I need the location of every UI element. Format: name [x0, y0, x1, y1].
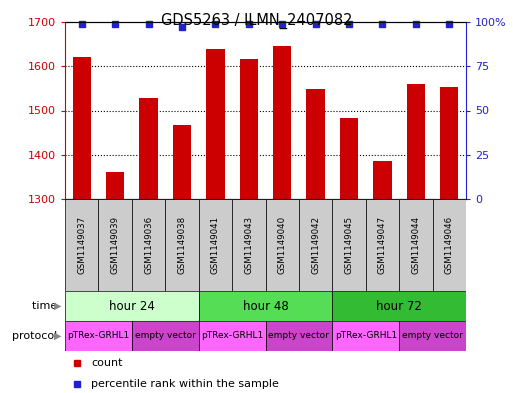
- Text: GSM1149046: GSM1149046: [445, 216, 454, 274]
- Bar: [340, 118, 358, 199]
- Text: GSM1149038: GSM1149038: [177, 216, 186, 274]
- Bar: [165, 199, 199, 291]
- Bar: [273, 46, 291, 199]
- Text: GSM1149040: GSM1149040: [278, 216, 287, 274]
- Text: pTRex-GRHL1: pTRex-GRHL1: [334, 332, 397, 340]
- Bar: [373, 162, 391, 199]
- Bar: [199, 321, 266, 351]
- Bar: [199, 199, 232, 291]
- Text: pTRex-GRHL1: pTRex-GRHL1: [201, 332, 263, 340]
- Bar: [65, 291, 199, 321]
- Text: GSM1149037: GSM1149037: [77, 216, 86, 274]
- Text: GSM1149043: GSM1149043: [244, 216, 253, 274]
- Text: GSM1149044: GSM1149044: [411, 216, 420, 274]
- Bar: [206, 50, 225, 199]
- Bar: [65, 321, 132, 351]
- Bar: [306, 89, 325, 199]
- Bar: [366, 199, 399, 291]
- Bar: [407, 84, 425, 199]
- Text: time: time: [32, 301, 61, 311]
- Text: ▶: ▶: [53, 331, 61, 341]
- Bar: [299, 199, 332, 291]
- Bar: [440, 86, 459, 199]
- Bar: [72, 57, 91, 199]
- Bar: [332, 291, 466, 321]
- Bar: [266, 199, 299, 291]
- Bar: [240, 59, 258, 199]
- Bar: [98, 199, 132, 291]
- Text: GSM1149045: GSM1149045: [345, 216, 353, 274]
- Bar: [332, 199, 366, 291]
- Text: empty vector: empty vector: [135, 332, 195, 340]
- Bar: [65, 199, 98, 291]
- Text: hour 48: hour 48: [243, 299, 288, 312]
- Text: GSM1149036: GSM1149036: [144, 216, 153, 274]
- Text: GSM1149047: GSM1149047: [378, 216, 387, 274]
- Text: empty vector: empty vector: [268, 332, 329, 340]
- Text: hour 24: hour 24: [109, 299, 155, 312]
- Text: empty vector: empty vector: [402, 332, 463, 340]
- Bar: [199, 291, 332, 321]
- Bar: [266, 321, 332, 351]
- Text: GSM1149039: GSM1149039: [111, 216, 120, 274]
- Bar: [432, 199, 466, 291]
- Bar: [173, 125, 191, 199]
- Bar: [106, 172, 124, 199]
- Bar: [140, 98, 157, 199]
- Bar: [332, 321, 399, 351]
- Text: ▶: ▶: [53, 301, 61, 311]
- Text: GSM1149041: GSM1149041: [211, 216, 220, 274]
- Bar: [399, 199, 432, 291]
- Text: percentile rank within the sample: percentile rank within the sample: [91, 379, 279, 389]
- Text: GDS5263 / ILMN_2407082: GDS5263 / ILMN_2407082: [161, 13, 352, 29]
- Bar: [399, 321, 466, 351]
- Text: protocol: protocol: [12, 331, 61, 341]
- Text: count: count: [91, 358, 123, 368]
- Bar: [132, 199, 165, 291]
- Bar: [132, 321, 199, 351]
- Bar: [232, 199, 266, 291]
- Text: pTRex-GRHL1: pTRex-GRHL1: [67, 332, 130, 340]
- Text: GSM1149042: GSM1149042: [311, 216, 320, 274]
- Text: hour 72: hour 72: [376, 299, 422, 312]
